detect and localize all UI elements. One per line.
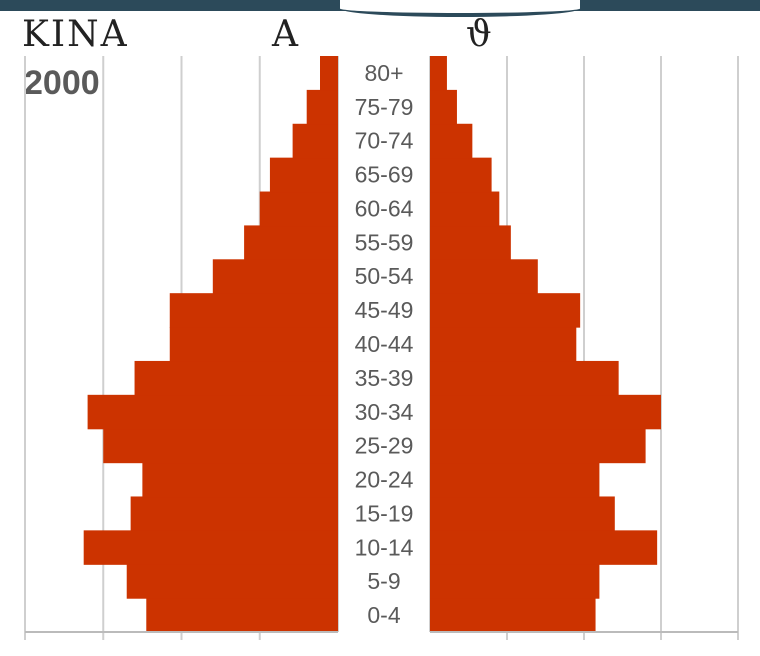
bar-right-65-69 xyxy=(430,157,492,193)
year-label: 2000 xyxy=(24,64,100,102)
bar-left-10-14 xyxy=(83,530,338,565)
country-title: KINA xyxy=(22,14,129,55)
bar-left-5-9 xyxy=(126,564,338,599)
age-label-15-19: 15-19 xyxy=(355,500,414,526)
bar-right-20-24 xyxy=(430,462,600,498)
bar-right-70-74 xyxy=(430,123,473,159)
age-label-0-4: 0-4 xyxy=(367,602,400,628)
bars xyxy=(83,56,661,633)
bar-right-75-79 xyxy=(430,89,457,125)
bar-left-70-74 xyxy=(292,123,338,159)
age-label-50-54: 50-54 xyxy=(355,263,414,289)
bar-right-30-34 xyxy=(430,394,661,430)
bar-right-15-19 xyxy=(430,496,615,531)
age-label-55-59: 55-59 xyxy=(355,229,414,255)
age-label-65-69: 65-69 xyxy=(355,162,414,188)
bar-left-0-4 xyxy=(146,598,338,633)
age-label-45-49: 45-49 xyxy=(355,297,414,323)
bar-left-15-19 xyxy=(130,496,338,531)
bar-left-60-64 xyxy=(259,191,338,227)
age-label-60-64: 60-64 xyxy=(355,195,414,221)
age-label-10-14: 10-14 xyxy=(355,534,414,560)
bar-right-50-54 xyxy=(430,259,538,294)
age-label-5-9: 5-9 xyxy=(367,568,400,594)
bar-right-10-14 xyxy=(430,530,658,565)
age-labels: 0-4 5-9 10-14 15-19 20-24 25-29 30-34 35-39 40-4… xyxy=(355,60,414,628)
bar-left-35-39 xyxy=(134,360,338,396)
bar-right-40-44 xyxy=(430,327,577,362)
bar-left-20-24 xyxy=(142,462,338,498)
bar-left-45-49 xyxy=(169,293,338,328)
bar-right-55-59 xyxy=(430,225,511,260)
age-label-70-74: 70-74 xyxy=(355,128,414,154)
bar-left-55-59 xyxy=(244,225,338,260)
bar-right-60-64 xyxy=(430,191,500,227)
age-label-20-24: 20-24 xyxy=(355,467,414,493)
bar-left-80+ xyxy=(320,56,338,91)
bar-right-0-4 xyxy=(430,598,596,633)
age-label-40-44: 40-44 xyxy=(355,331,414,357)
bar-right-25-29 xyxy=(430,428,646,464)
bar-left-30-34 xyxy=(87,394,338,430)
bar-left-40-44 xyxy=(169,327,338,362)
bar-right-45-49 xyxy=(430,293,581,328)
left-side-symbol: A xyxy=(272,14,300,55)
bar-right-35-39 xyxy=(430,360,619,396)
age-label-75-79: 75-79 xyxy=(355,94,414,120)
bar-right-5-9 xyxy=(430,564,600,599)
age-label-25-29: 25-29 xyxy=(355,433,414,459)
bar-left-50-54 xyxy=(212,259,338,294)
bar-right-80+ xyxy=(430,56,447,91)
right-side-symbol: ϑ xyxy=(466,14,494,55)
age-label-80+: 80+ xyxy=(364,60,403,86)
age-label-35-39: 35-39 xyxy=(355,365,414,391)
bar-left-65-69 xyxy=(269,157,338,193)
bar-left-25-29 xyxy=(103,428,338,464)
bar-left-75-79 xyxy=(306,89,338,125)
top-bar-curve xyxy=(340,0,580,17)
age-label-30-34: 30-34 xyxy=(355,399,414,425)
